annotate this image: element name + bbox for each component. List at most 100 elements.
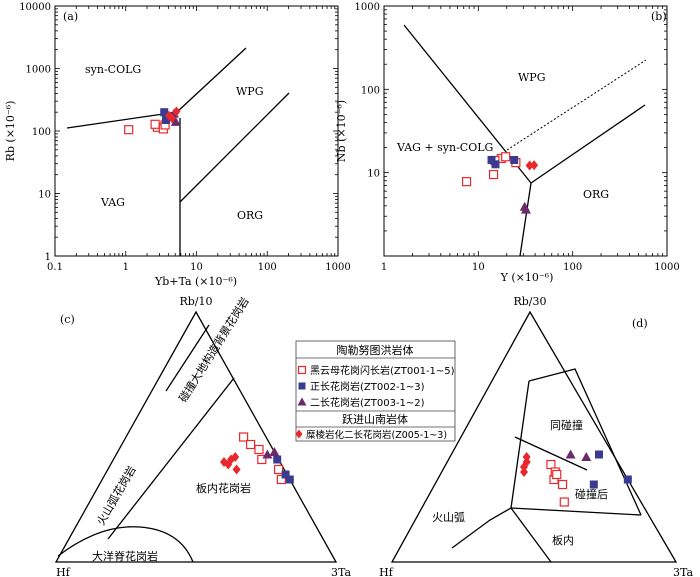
panel-d-boundaries [451, 368, 642, 563]
legend-label-s3: 二长花岗岩(ZT003-1~2) [310, 396, 425, 409]
data-point-s1 [501, 152, 511, 162]
data-point-s2 [510, 155, 519, 164]
boundary-vag-curve-d [451, 507, 512, 549]
panel-d-points [519, 449, 632, 507]
legend-marker-s3 [297, 397, 307, 406]
data-point-s4 [172, 106, 181, 117]
boundary-vag-wpg-d [510, 507, 642, 516]
panel-a-points [124, 106, 181, 135]
data-point-s2 [273, 455, 282, 464]
field-wpg-d: 板内 [552, 533, 574, 547]
y-tick-label: 10000 [19, 2, 51, 13]
boundary-vag-org [519, 182, 532, 257]
boundary-dotted [506, 59, 647, 151]
panel-b-frame [383, 5, 668, 257]
panel-a-frame [54, 5, 339, 257]
x-tick-label: 1000 [325, 262, 350, 273]
field-org-c: 大洋脊花岗岩 [92, 549, 158, 563]
boundary-syncolg-left-d [510, 380, 530, 509]
panel-d-apex-left: Hf [379, 566, 394, 577]
x-tick-label: 0.1 [47, 262, 63, 273]
data-point-s1 [257, 454, 267, 465]
legend-label-s1: 黑云母花岗闪长岩(ZT001-1~5) [310, 364, 455, 377]
data-point-s3 [520, 204, 531, 214]
field-org-a: ORG [237, 209, 263, 222]
field-syncolg-d: 同碰撞 [550, 418, 583, 432]
data-point-s4 [167, 113, 176, 124]
x-tick-label: 1 [123, 262, 129, 273]
data-point-s1 [552, 469, 562, 480]
panel-a: (a) Yb+Ta (×10⁻⁶) Rb (×10⁻⁶) 0.1 1 10 100 10… [4, 2, 351, 288]
data-point-s1 [559, 497, 569, 507]
boundary-wpg-org [530, 104, 646, 184]
boundary-org-c [57, 526, 194, 563]
panel-d-label: (d) [632, 317, 648, 330]
data-point-s3 [565, 449, 576, 459]
panel-d-apex-top: Rb/30 [513, 295, 546, 308]
y-tick-label: 1000 [26, 65, 51, 76]
boundary-syncolg-wpg-c [107, 377, 235, 540]
field-org-b: ORG [583, 188, 609, 201]
panel-b-label: (b) [651, 10, 667, 23]
field-syncolg-a: syn-COLG [85, 63, 141, 76]
x-tick-label: 10 [472, 262, 485, 273]
field-wpg-b: WPG [518, 71, 546, 84]
data-point-s2 [487, 155, 496, 164]
data-point-s1 [461, 177, 472, 187]
data-point-s3 [262, 449, 273, 459]
field-wpg-a: WPG [236, 85, 264, 98]
data-point-s3 [581, 452, 592, 461]
data-point-s2 [161, 115, 170, 124]
panel-b-points [461, 152, 539, 214]
data-point-s1 [239, 432, 249, 442]
data-point-s2 [491, 160, 500, 169]
data-point-s1 [274, 464, 284, 475]
y-tick-label: 100 [32, 127, 51, 138]
data-point-s4 [522, 452, 531, 462]
panel-c-boundaries [57, 324, 235, 563]
data-point-s2 [595, 450, 604, 459]
y-tick-label: 1 [45, 252, 51, 263]
data-point-s2 [285, 475, 294, 484]
panel-b-xlabel: Y (×10⁻⁶) [500, 271, 554, 284]
panel-d-triangle [390, 310, 678, 563]
field-vag-c: 火山弧花岗岩 [93, 463, 138, 527]
y-tick-label: 100 [361, 85, 380, 96]
field-vag-a: VAG [100, 196, 125, 209]
data-point-s1 [546, 459, 556, 470]
legend-label-s4: 糜棱岩化二长花岗岩(Z005-1~3) [306, 429, 447, 441]
panel-c-points [220, 432, 294, 485]
panel-a-boundaries [66, 47, 290, 256]
legend-marker-s1 [297, 365, 307, 375]
data-point-s1 [557, 479, 568, 490]
data-point-s1 [254, 444, 264, 455]
panel-d-apex-right: 3Ta [673, 566, 693, 577]
data-point-s1 [246, 439, 256, 450]
x-tick-label: 100 [563, 262, 582, 273]
boundary-syncolg-vag [66, 111, 178, 129]
field-syncolg-c: 碰撞大地构造背景花岗岩 [176, 295, 252, 405]
data-point-s4 [530, 160, 539, 171]
legend-marker-s4 [295, 429, 303, 439]
legend-group1-title: 陶勒努图洪岩体 [337, 343, 414, 357]
field-vag-d: 火山弧 [432, 510, 465, 524]
data-point-s4 [231, 452, 240, 462]
boundary-syncolg-outer-d [528, 368, 642, 516]
boundary-syncolg-wpg [176, 47, 247, 113]
legend: 陶勒努图洪岩体 黑云母花岗闪长岩(ZT001-1~5) 正长花岗岩(ZT002-… [295, 340, 456, 442]
y-tick-label: 1000 [355, 2, 380, 13]
data-point-s1 [276, 474, 286, 485]
panel-b-ylabel: Nb (×10⁻⁶) [335, 100, 348, 162]
boundary-wpg-org [179, 92, 290, 203]
x-tick-label: 1 [381, 262, 387, 273]
legend-marker-s1 [297, 365, 307, 375]
y-tick-label: 10 [367, 169, 380, 180]
legend-marker-s3 [297, 397, 307, 406]
data-point-s1 [150, 119, 160, 129]
legend-marker-s4 [295, 429, 303, 439]
legend-group2-title: 跃进山南岩体 [342, 412, 408, 426]
data-point-s4 [525, 160, 534, 171]
x-tick-label: 100 [258, 262, 277, 273]
